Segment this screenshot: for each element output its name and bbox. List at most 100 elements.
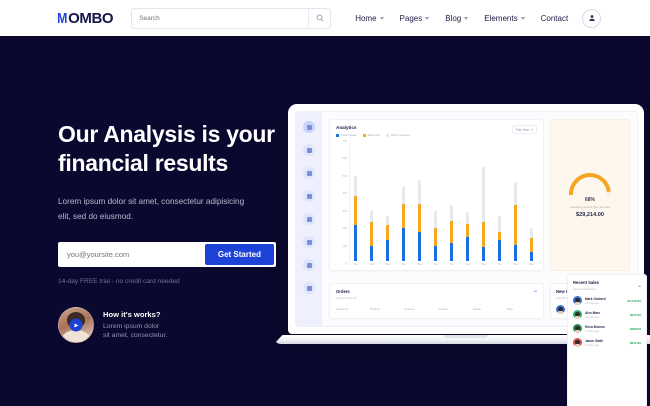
dashboard-screen: Analytics Direct sales Refer [295,111,647,406]
x-tick: Jan [353,263,358,266]
chart-bar-stack [418,141,421,261]
chart-icon [306,170,312,176]
orders-column-header: Amount [404,307,415,311]
orders-column-header: Status [472,307,481,311]
avatar-hair [575,325,580,330]
nav-item-contact[interactable]: Contact [541,14,569,23]
chart-range-select[interactable]: This Year [511,125,537,134]
bar-segment-direct [498,240,501,261]
home-icon [306,124,312,130]
nav-item-pages[interactable]: Pages [400,14,430,23]
recent-sales-amount: $670.00 [629,312,641,317]
chart-bar-group: May [416,141,423,266]
bar-segment-direct [466,237,469,261]
orders-column-header: Vendor [438,307,448,311]
nav-item-home[interactable]: Home [355,13,384,23]
nav-label: Pages [399,13,423,23]
orders-column-header: Date [506,307,513,311]
chart-bar-group: Nov [512,141,519,266]
recent-sales-title-group: Recent Sales Latest transactions [573,280,599,291]
search-button[interactable] [308,8,331,28]
orders-title: Orders [336,289,350,294]
nav-item-elements[interactable]: Elements [484,13,525,23]
recent-sales-row[interactable]: Alex Marx 34 mins ago $670.00 [573,310,641,319]
legend-label: Direct sales [341,133,357,137]
x-tick: Oct [497,263,502,266]
hero-heading-line2: financial results [58,150,229,176]
recent-sales-row[interactable]: Erica Branon 1 hours ago $288.00 [573,324,641,333]
x-tick: Feb [369,263,374,266]
recent-sales-row[interactable]: Mark Otoberd 12 mins ago $1,540.00 [573,296,641,305]
email-field[interactable] [58,241,205,268]
laptop-notch [444,335,488,338]
how-it-works-desc: Lorem ipsum dolor sit amet, consectetur. [103,322,167,340]
search-icon [316,14,324,22]
chart-bar-stack [482,141,485,261]
analytics-title-group: Analytics Direct sales Refer [336,125,410,137]
analytics-title: Analytics [336,125,357,130]
x-tick: Jul [449,263,454,266]
recent-sales-subtitle: Latest transactions [573,287,597,291]
sidebar-item-wallet[interactable] [303,190,315,202]
sidebar-item-bell[interactable] [303,259,315,271]
recent-sales-list: Mark Otoberd 12 mins ago $1,540.00 Alex Mar… [573,291,641,347]
nav-item-blog[interactable]: Blog [445,14,469,23]
avatar [556,305,565,314]
dashboard-top-row: Analytics Direct sales Refer [322,112,637,271]
play-button[interactable] [69,318,83,332]
hero-subtext-line1: Lorem ipsum dolor sit amet, consectetur … [58,197,245,206]
laptop-lid: Analytics Direct sales Refer [288,104,647,406]
how-it-works-text: How it's works? Lorem ipsum dolor sit am… [103,310,167,340]
chart-bar-group: Jan [352,141,359,266]
avatar-body [557,311,564,314]
orders-more-button[interactable]: ••• [533,289,537,293]
bar-segment-referrals [466,224,469,237]
sidebar-item-cart[interactable] [303,236,315,248]
hero-subtext-line2: elit, sed do eiusmod. [58,212,134,221]
brand-logo[interactable]: M OMBO [56,10,113,27]
chart-bar-group: Dec [528,141,535,266]
bar-segment-direct [402,227,405,261]
orders-title-group: Orders Latest orders list [336,289,357,300]
sidebar-item-users[interactable] [303,213,315,225]
how-line1: Lorem ipsum dolor [103,323,160,330]
avatar [573,296,582,305]
bar-segment-referrals [530,237,533,252]
search-box[interactable] [131,7,332,29]
sidebar-item-settings[interactable] [303,282,315,294]
legend-swatch [362,133,366,137]
y-tick: 500 [342,174,347,178]
bell-icon [306,262,312,268]
get-started-button[interactable]: Get Started [204,244,274,265]
sidebar-item-chart[interactable] [303,167,315,179]
chart-bar-stack [386,141,389,261]
bar-segment-other [386,215,389,226]
trial-note: 14-day FREE trial - no credit card neede… [58,278,180,285]
bar-segment-other [402,186,405,204]
bar-segment-referrals [354,195,357,225]
orders-header: Orders Latest orders list ••• [336,289,537,300]
chevron-down-icon [520,16,525,20]
sidebar-item-grid[interactable] [303,144,315,156]
sidebar-item-home[interactable] [303,121,315,133]
nav-label: Home [355,13,377,23]
legend-label: Other revenue [390,133,411,137]
nav-label: Elements [484,13,518,23]
chart-bar-group: Mar [384,141,391,266]
account-button[interactable] [582,8,602,28]
bar-segment-referrals [498,231,501,241]
orders-table-header: Customer Product Amount Vendor Status Date [336,307,537,311]
recent-sales-name: Erica Branon [585,324,605,329]
bar-segment-referrals [482,222,485,248]
wallet-icon [306,193,312,199]
orders-card: Orders Latest orders list ••• Customer Pr… [329,283,544,319]
search-input[interactable] [132,13,302,23]
chart-legend: Direct sales Referrals Oth [336,133,410,137]
y-tick: 600 [342,157,347,161]
signup-form: Get Started [58,241,276,268]
x-tick: Dec [529,263,534,266]
gauge-amount: $29,214.00 [576,211,604,218]
chevron-down-icon [425,16,430,20]
gear-icon [306,285,312,291]
chart-bar-stack [498,141,501,261]
